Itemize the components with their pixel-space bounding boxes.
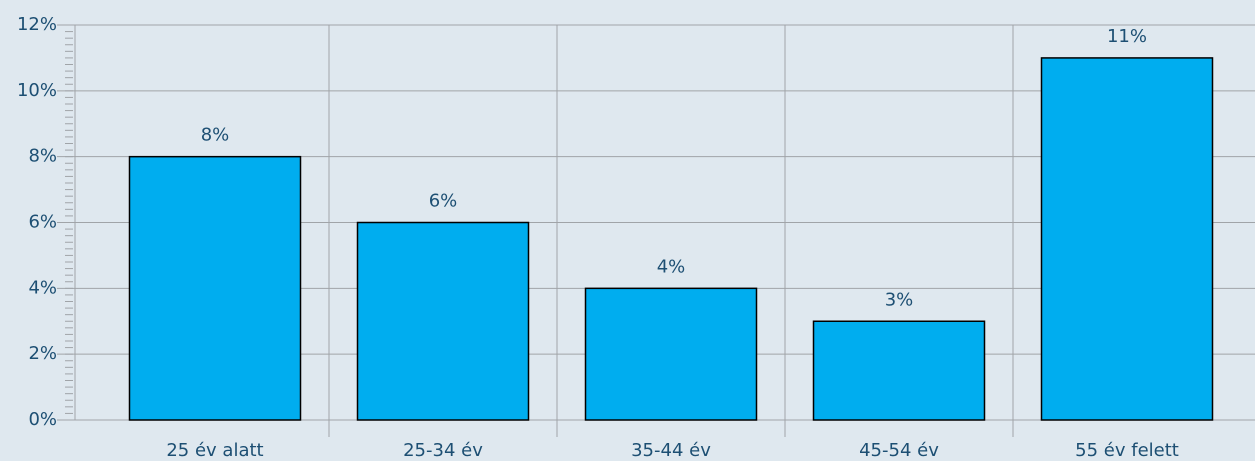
bar [1040, 57, 1214, 421]
bar [812, 320, 986, 421]
x-tick-label: 25-34 év [403, 440, 483, 461]
y-tick-label: 0% [28, 409, 57, 430]
bar [128, 155, 302, 421]
bar [356, 221, 530, 421]
y-tick-label: 2% [28, 343, 57, 364]
bar [584, 287, 758, 421]
x-tick-label: 45-54 év [859, 440, 939, 461]
x-tick-label: 25 év alatt [166, 440, 263, 461]
y-tick-label: 12% [17, 14, 57, 35]
value-label: 6% [429, 191, 458, 212]
value-label: 11% [1107, 26, 1147, 47]
y-tick-label: 4% [28, 277, 57, 298]
y-tick-label: 10% [17, 80, 57, 101]
x-tick-label: 55 év felett [1075, 440, 1179, 461]
y-tick-label: 8% [28, 146, 57, 167]
value-label: 4% [657, 256, 686, 277]
value-label: 3% [885, 289, 914, 310]
x-tick-label: 35-44 év [631, 440, 711, 461]
y-tick-label: 6% [28, 212, 57, 233]
value-label: 8% [201, 125, 230, 146]
